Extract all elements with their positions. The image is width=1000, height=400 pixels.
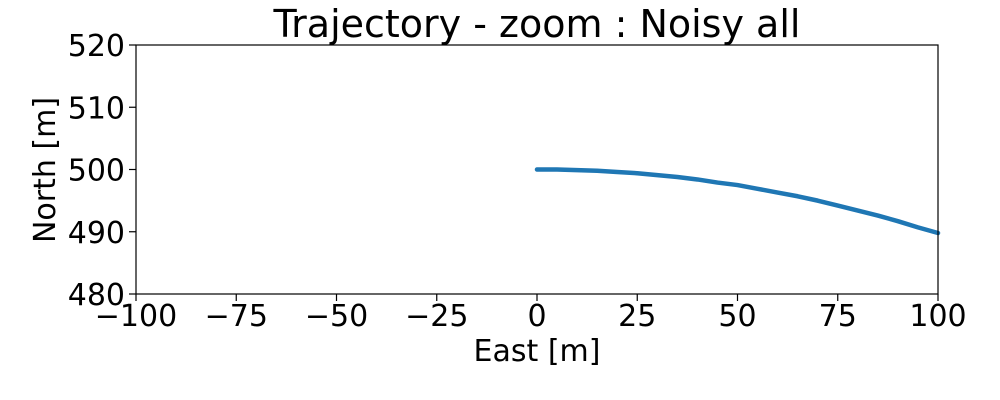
x-tick-label: 0 bbox=[527, 299, 546, 334]
y-tick-label: 480 bbox=[68, 278, 125, 313]
x-tick-label: −75 bbox=[205, 299, 268, 334]
x-tick-label: −25 bbox=[405, 299, 468, 334]
x-tick-label: 50 bbox=[718, 299, 756, 334]
y-tick-label: 510 bbox=[68, 91, 125, 126]
trajectory-line bbox=[534, 167, 941, 236]
plot-area bbox=[534, 167, 941, 236]
x-tick-label: −100 bbox=[95, 299, 177, 334]
y-tick-label: 520 bbox=[68, 29, 125, 64]
x-tick-label: 25 bbox=[618, 299, 656, 334]
y-tick-label: 490 bbox=[68, 216, 125, 251]
axis-ticks: −100 −75 −50 −25 0 25 50 75 100 480 490 500 510 520 bbox=[68, 29, 967, 334]
x-axis-label: East [m] bbox=[474, 334, 601, 369]
x-tick-label: −50 bbox=[305, 299, 368, 334]
plot-frame bbox=[135, 44, 939, 295]
y-tick-label: 500 bbox=[68, 154, 125, 189]
chart-title: Trajectory - zoom : Noisy all bbox=[273, 2, 801, 46]
x-tick-label: 100 bbox=[909, 299, 966, 334]
x-tick-label: 75 bbox=[819, 299, 857, 334]
y-axis-label: North [m] bbox=[28, 97, 63, 243]
